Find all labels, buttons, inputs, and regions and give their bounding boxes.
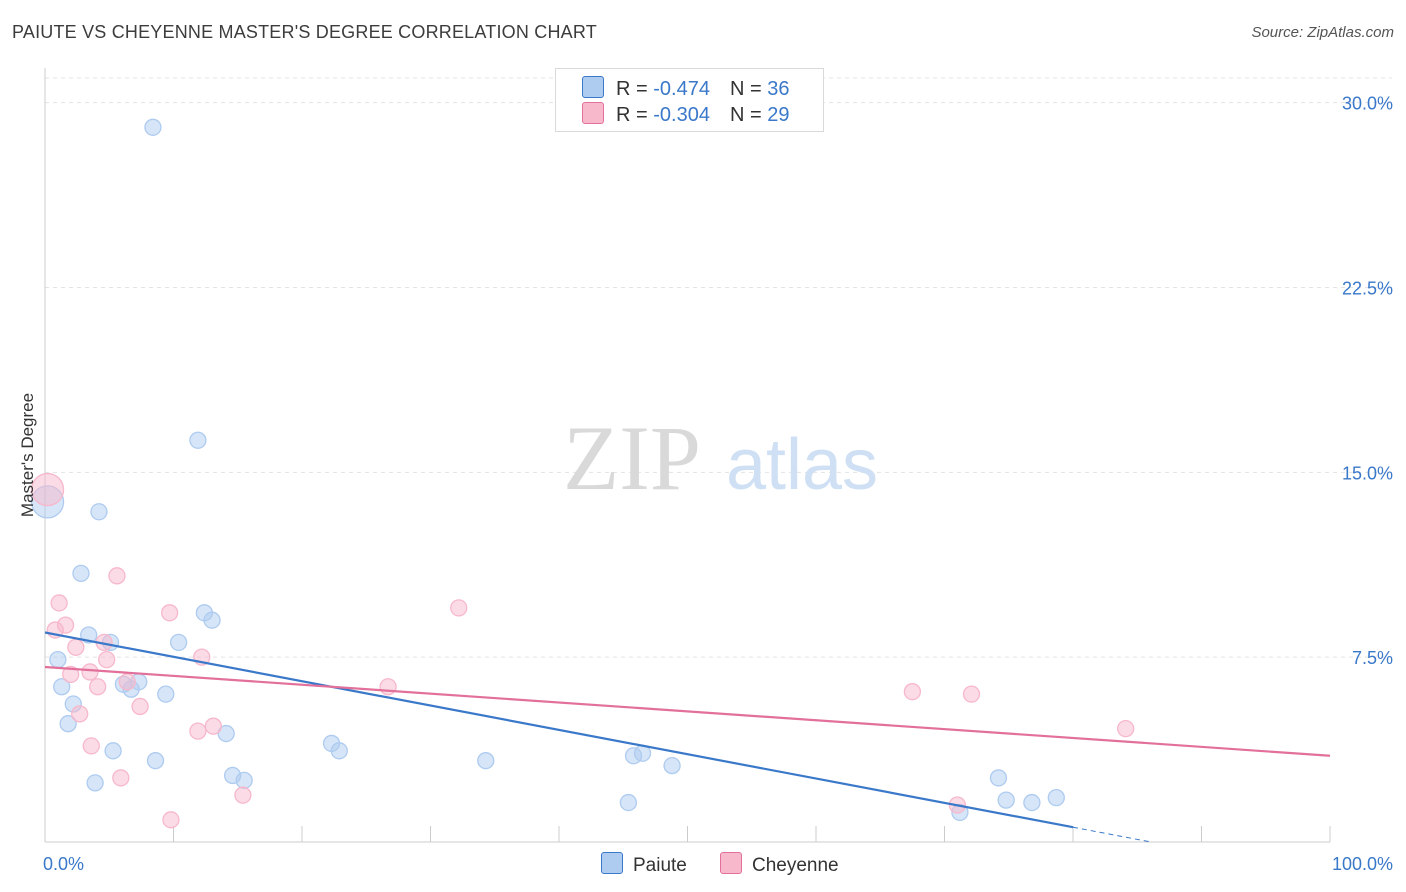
paiute-point-15 [146,752,165,770]
paiute-point-32 [989,769,1008,787]
n-label: N = [729,104,768,126]
paiute-point-33 [997,791,1015,809]
cheyenne-point-21 [234,786,252,804]
paiute-point-3 [59,715,77,733]
tick-labels: 7.5% 15.0% 22.5% 30.0% 0.0% 100.0% [43,94,1393,874]
cheyenne-legend-swatch [720,852,742,874]
y-tick-label-0: 7.5% [1352,648,1393,668]
cheyenne-point-12 [108,567,126,585]
paiute-point-17 [169,633,188,652]
x-tick-label-max: 100.0% [1332,854,1393,874]
paiute-swatch [582,76,604,98]
r-label: R = [616,78,654,100]
cheyenne-point-0 [30,472,65,507]
y-tick-label-1: 15.0% [1342,463,1393,483]
cheyenne-point-13 [112,769,130,787]
paiute-point-16 [157,685,175,703]
r-value: -0.304 [653,104,710,126]
y-tick-label-2: 22.5% [1342,278,1393,298]
paiute-point-18 [189,431,207,449]
paiute-point-20 [203,611,221,629]
paiute-legend-swatch [601,852,623,874]
correlation-legend: R = -0.474 N = 36 R = -0.304 N = 29 [555,68,824,132]
paiute-point-27 [619,793,638,812]
paiute-point-25 [330,742,348,760]
cheyenne-point-8 [82,737,100,755]
data-points [30,118,1135,829]
x-tick-label-min: 0.0% [43,854,84,874]
r-value: -0.474 [653,78,710,100]
r-label: R = [616,104,654,126]
paiute-point-35 [1047,788,1065,807]
cheyenne-point-9 [89,678,107,696]
cheyenne-point-7 [81,663,99,681]
cheyenne-point-2 [50,594,68,612]
cheyenne-legend-label: Cheyenne [752,855,839,876]
paiute-point-5 [72,564,90,583]
axes [44,68,1331,843]
cheyenne-point-26 [962,685,981,703]
cheyenne-point-20 [204,717,222,735]
cheyenne-trend-line [44,665,1331,757]
cheyenne-point-16 [160,604,179,622]
cheyenne-point-14 [118,673,136,691]
paiute-point-10 [104,742,122,760]
n-value: 29 [767,104,790,126]
paiute-trend-line [44,631,1074,829]
source-label: Source: ZipAtlas.com [1251,24,1394,41]
cheyenne-point-23 [450,599,468,617]
watermark-atlas: atlas [726,425,878,505]
bottom-legend-paiute: Paiute [601,852,687,877]
cheyenne-point-18 [189,722,207,740]
legend-row-cheyenne: R = -0.304 N = 29 [582,102,789,128]
paiute-point-7 [86,774,104,792]
n-label: N = [729,78,768,100]
bottom-legend-cheyenne: Cheyenne [720,852,839,877]
paiute-legend-label: Paiute [633,855,687,876]
y-axis-label: Master's Degree [18,392,37,518]
cheyenne-point-3 [56,616,75,634]
cheyenne-point-11 [98,650,116,669]
paiute-point-34 [1023,793,1041,812]
y-tick-label-3: 30.0% [1342,94,1393,114]
paiute-point-30 [663,756,681,775]
cheyenne-swatch [582,102,604,124]
cheyenne-point-22 [379,678,397,696]
cheyenne-point-15 [131,697,149,716]
paiute-point-1 [49,650,67,669]
grid-lines [45,77,1392,658]
watermark-zip: ZIP [563,407,701,509]
paiute-point-21 [217,724,235,743]
cheyenne-point-27 [1117,719,1135,738]
cheyenne-point-4 [62,665,80,684]
paiute-point-23 [235,771,253,790]
cheyenne-point-6 [71,705,89,723]
paiute-point-14 [144,118,162,136]
paiute-trend-extension [1072,826,1151,843]
cheyenne-point-24 [903,683,922,701]
trend-lines [44,631,1331,843]
chart-title: PAIUTE VS CHEYENNE MASTER'S DEGREE CORRE… [12,22,597,42]
paiute-point-26 [477,752,495,770]
paiute-point-8 [90,503,108,521]
cheyenne-point-17 [162,811,180,829]
n-value: 36 [767,78,790,100]
cheyenne-point-5 [67,638,85,656]
paiute-point-2 [53,678,71,696]
legend-row-paiute: R = -0.474 N = 36 [582,76,789,102]
